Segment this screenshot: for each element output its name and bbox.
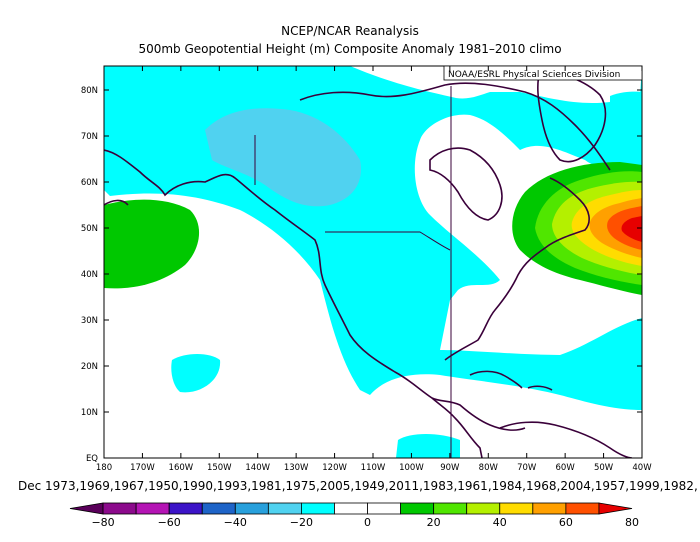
lon-tick-label: 130W xyxy=(284,463,309,473)
lat-tick-label: 60N xyxy=(81,178,98,188)
colorbar-label: −60 xyxy=(158,516,181,529)
lon-tick-label: 90W xyxy=(440,463,460,473)
colorbar-label: −20 xyxy=(290,516,313,529)
colorbar-swatch xyxy=(499,502,534,515)
coastline-arctic-islands xyxy=(299,82,611,171)
coastline-hudson-bay xyxy=(429,147,503,221)
credit-text: NOAA/ESRL Physical Sciences Division xyxy=(448,70,620,80)
colorbar-label: −40 xyxy=(224,516,247,529)
us-canada-border xyxy=(325,231,451,251)
lat-tick-label: 40N xyxy=(81,270,98,280)
lon-tick-label: 60W xyxy=(556,463,576,473)
longitude-labels: 180 170W 160W 150W 140W 130W 120W 110W 100W 90W 80… xyxy=(96,66,652,473)
lon-tick-label: 50W xyxy=(594,463,614,473)
colorbar-swatch xyxy=(102,502,137,515)
lon-tick-label: 180 xyxy=(96,463,112,473)
lat-tick-label: 20N xyxy=(81,362,98,372)
colorbar-swatch xyxy=(334,502,368,515)
colorbar-label: 40 xyxy=(493,516,507,529)
colorbar-swatch xyxy=(598,502,633,515)
lat-tick-label: 10N xyxy=(81,408,98,418)
colorbar-swatch xyxy=(400,502,435,515)
colorbar-swatch xyxy=(168,502,203,515)
colorbar-swatch xyxy=(565,502,600,515)
chart-title: NCEP/NCAR Reanalysis xyxy=(281,24,419,38)
lon-tick-label: 80W xyxy=(479,463,499,473)
lon-tick-label: 100W xyxy=(399,463,424,473)
negative-anomaly-patch xyxy=(396,434,460,458)
colorbar-swatch xyxy=(69,502,104,515)
lon-tick-label: 110W xyxy=(361,463,386,473)
latitude-labels: 80N 70N 60N 50N 40N 30N 20N 10N EQ xyxy=(81,86,642,464)
lat-tick-label: 80N xyxy=(81,86,98,96)
lat-tick-label: 50N xyxy=(81,224,98,234)
colorbar-labels: −80 −60 −40 −20 0 20 40 60 80 xyxy=(91,516,639,529)
colorbar-swatch xyxy=(267,502,302,515)
coastline-gulf-east xyxy=(444,177,590,361)
coastline-cuba xyxy=(469,370,523,389)
colorbar-label: 20 xyxy=(427,516,441,529)
negative-anomaly-patch xyxy=(610,91,642,140)
positive-anomaly-east-80 xyxy=(621,216,642,242)
coastline-hispaniola xyxy=(527,385,553,391)
lon-tick-label: 170W xyxy=(130,463,155,473)
colorbar-label: −80 xyxy=(91,516,114,529)
colorbar-swatch xyxy=(201,502,236,515)
coastlines xyxy=(104,69,633,458)
coastline-south-america xyxy=(499,421,633,458)
political-borders xyxy=(254,86,452,458)
lon-tick-label: 120W xyxy=(322,463,347,473)
lat-tick-label: EQ xyxy=(86,454,98,464)
coastline-greenland xyxy=(537,69,607,163)
lon-tick-label: 140W xyxy=(245,463,270,473)
colorbar xyxy=(69,502,633,515)
colorbar-swatch xyxy=(135,502,170,515)
colorbar-swatch xyxy=(301,502,335,515)
coastline-central-america xyxy=(431,397,526,431)
coastline-asia xyxy=(104,199,129,206)
colorbar-label: 80 xyxy=(625,516,639,529)
lon-tick-label: 160W xyxy=(169,463,194,473)
chart-subtitle: 500mb Geopotential Height (m) Composite … xyxy=(138,42,562,56)
lon-tick-label: 70W xyxy=(517,463,537,473)
lon-tick-label: 40W xyxy=(632,463,652,473)
colorbar-label: 0 xyxy=(364,516,371,529)
composite-years-caption: Dec 1973,1969,1967,1950,1990,1993,1981,1… xyxy=(18,479,698,493)
lat-tick-label: 70N xyxy=(81,132,98,142)
colorbar-swatch xyxy=(234,502,269,515)
lat-tick-label: 30N xyxy=(81,316,98,326)
colorbar-swatch xyxy=(433,502,468,515)
colorbar-swatch xyxy=(532,502,567,515)
colorbar-swatch xyxy=(466,502,501,515)
negative-anomaly-patch xyxy=(171,354,221,393)
colorbar-label: 60 xyxy=(559,516,573,529)
anomaly-shading xyxy=(104,66,642,458)
credit-box xyxy=(443,65,643,81)
colorbar-swatch xyxy=(367,502,401,515)
negative-anomaly-core xyxy=(205,108,361,207)
lon-tick-label: 150W xyxy=(207,463,232,473)
positive-anomaly-west xyxy=(104,199,200,289)
